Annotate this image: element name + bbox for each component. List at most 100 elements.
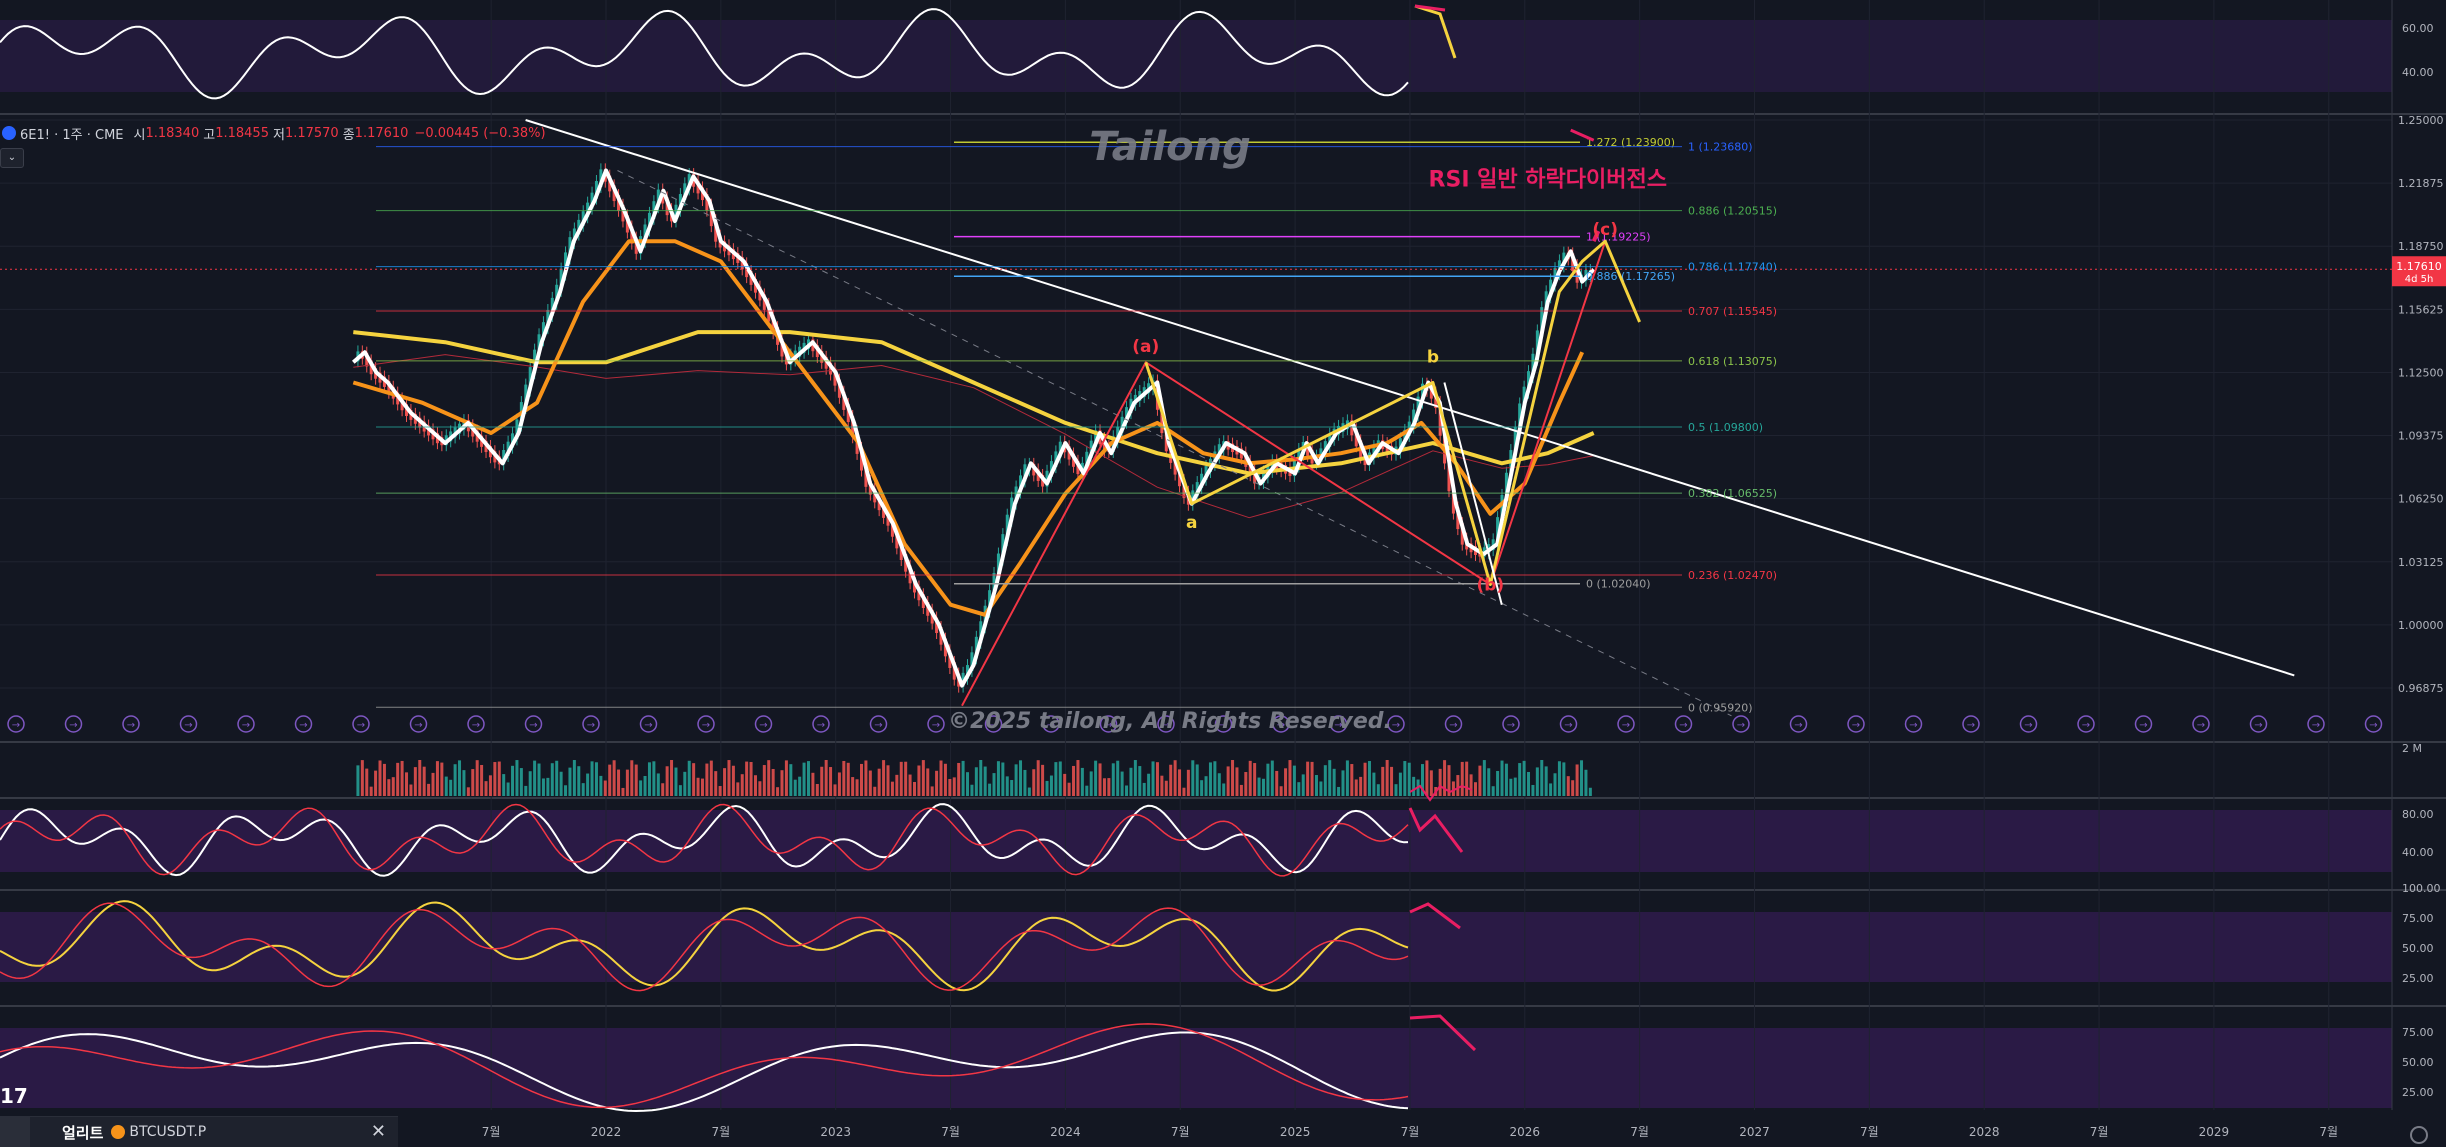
indicator-tick-label: 75.00 [2402,912,2434,925]
navigate-arrow-icon [352,715,370,733]
candle [639,236,643,254]
volume-bar [1275,770,1279,796]
volume-bar [868,770,872,796]
navigate-arrow-icon [2019,715,2038,733]
volume-bar [723,768,727,796]
volume-bar [652,761,656,796]
volume-bar [409,784,413,796]
navigate-arrow-icon [7,715,25,733]
volume-bar [1261,778,1265,796]
close-icon[interactable]: ✕ [370,1121,386,1142]
volume-bar [1460,761,1464,796]
symbol-label[interactable]: 6E1! · 1주 · CME [20,127,124,143]
volume-bar [1208,762,1212,796]
volume-bar [709,760,713,796]
volume-bar [1182,787,1186,796]
volume-bar [1504,763,1508,796]
volume-bar [802,762,806,796]
alert-title: 얼리트 [62,1123,104,1142]
volume-bar [718,786,722,796]
fib-level-label: 1.272 (1.23900) [1586,136,1675,149]
volume-bar [1438,768,1442,796]
candle [842,391,846,410]
volume-bar [1562,762,1566,796]
volume-bar [798,776,802,796]
candle [608,175,612,192]
candle [1460,523,1464,545]
volume-bar [890,781,894,796]
collapse-legend-button[interactable]: ⌄ [0,148,24,168]
volume-bar [493,762,497,796]
volume-bar [1147,773,1151,796]
volume-bar [793,779,797,796]
navigate-arrow-icon [1214,715,1233,733]
navigate-arrow-glyph: → [242,720,250,731]
candle [524,384,528,409]
high-value: 1.18455 [215,125,269,141]
volume-bar [431,772,435,796]
navigate-arrow-glyph: → [1679,720,1687,731]
navigate-arrow-icon [1904,715,1923,733]
volume-bar [1292,765,1296,796]
volume-bar [1186,769,1190,796]
volume-bar [665,766,669,796]
volume-bar [480,764,484,796]
fib-level-label: 0 (0.95920) [1688,701,1753,714]
volume-bar [687,760,691,796]
volume-bar [1341,770,1345,796]
candle [656,189,660,208]
volume-bar [820,766,824,796]
volume-bar [1403,761,1407,796]
volume-bar [374,770,378,796]
volume-bar [692,763,696,796]
volume-bar [806,761,810,796]
indicator-tick-label: 60.00 [2402,22,2434,35]
y-tick-label: 1.00000 [2398,619,2444,632]
volume-bar [594,762,598,796]
volume-bar [939,760,943,796]
volume-bar [435,761,439,796]
current-price-badge [2392,256,2446,287]
volume-bar [1129,767,1133,796]
volume-bar [740,774,744,796]
fib-level-label: 0 (1.02040) [1586,578,1651,591]
volume-bar [930,786,934,796]
volume-bar [643,775,647,796]
volume-bar [360,760,364,796]
alert-bar[interactable]: 얼리트 BTCUSDT.P ✕ [0,1116,398,1147]
candle [943,638,947,657]
volume-bar [621,787,625,796]
navigate-arrow-icon [2077,715,2095,733]
wave-label: (c) [1592,220,1618,240]
fib-level-label: 0.707 (1.15545) [1688,305,1777,318]
x-tick-label: 2025 [1280,1125,1311,1139]
navigate-arrow-glyph: → [2139,720,2147,731]
navigate-arrow-icon [179,715,198,733]
settings-icon[interactable] [2410,1126,2428,1144]
alert-symbol[interactable]: BTCUSDT.P [129,1124,207,1140]
candle [1518,403,1522,433]
volume-bar [1116,760,1120,796]
volume-bar [427,783,431,796]
volume-bar [1500,760,1504,796]
volume-bar [1222,783,1226,796]
volume-bar [590,761,594,796]
navigate-arrow-glyph: → [1449,720,1457,731]
volume-bar [1155,762,1159,796]
volume-bar [506,782,510,796]
candle [1509,450,1513,479]
navigate-arrow-icon [1617,715,1635,733]
volume-bar [758,781,762,796]
volume-bar [683,771,687,796]
volume-bar [1014,764,1018,796]
candle [1549,279,1553,298]
volume-bar [1010,780,1014,796]
navigate-arrow-icon [1674,715,1693,733]
volume-bar [1447,765,1451,796]
candle [1001,534,1005,560]
volume-bar [957,762,961,796]
candle [890,519,894,537]
candle [550,297,554,317]
y-tick-label: 1.18750 [2398,240,2444,253]
